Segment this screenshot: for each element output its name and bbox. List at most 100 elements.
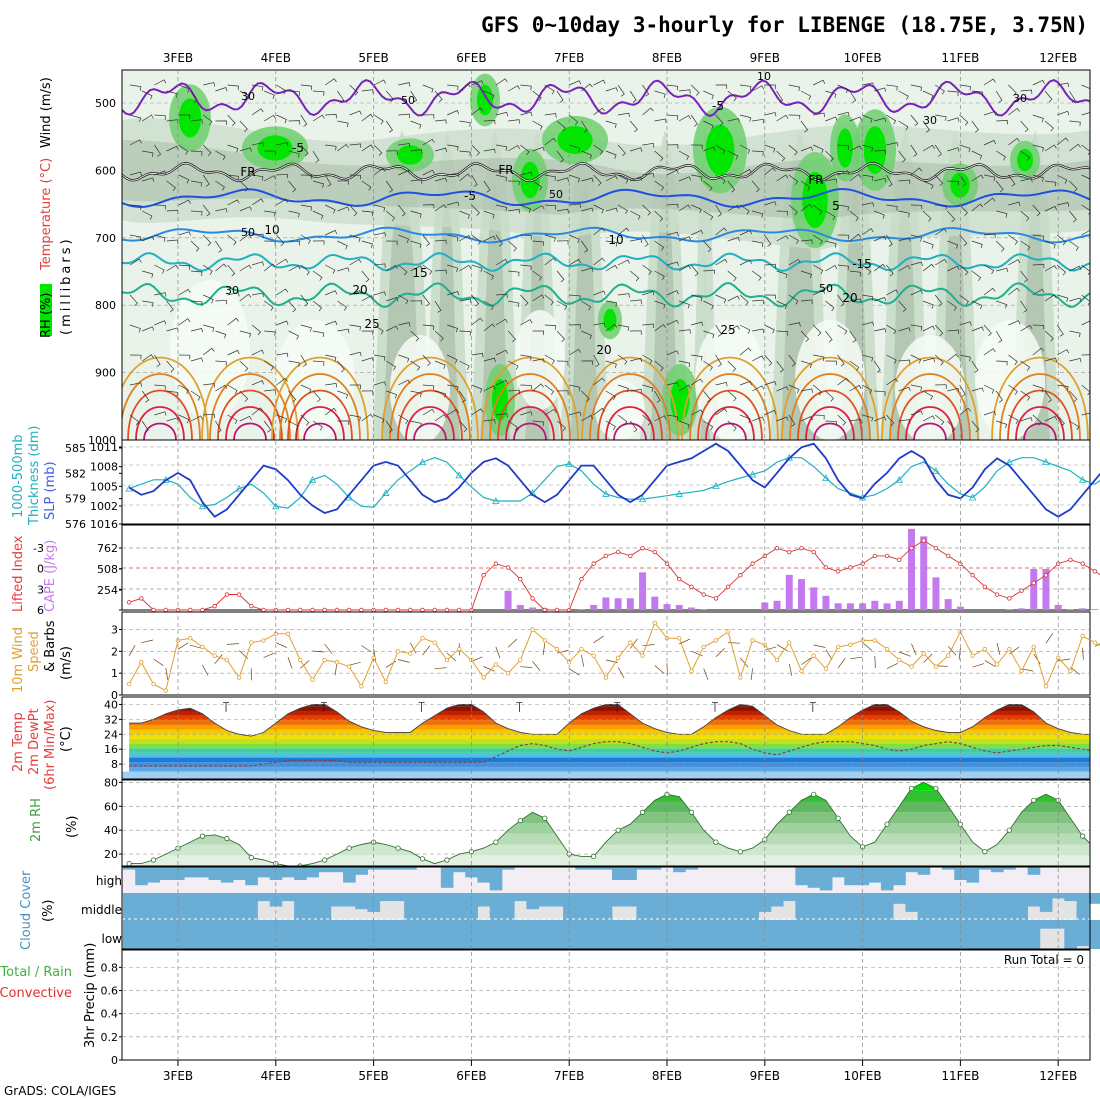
cloud-high-bar-7 — [208, 867, 222, 880]
upper-barb-19-2 — [361, 144, 374, 152]
upper-barb-62-5 — [886, 234, 893, 247]
cloud-low-bar-39 — [599, 920, 613, 949]
thickness-line-pt-21 — [382, 489, 390, 496]
upper-barb-10-2 — [251, 142, 264, 147]
upper-barb-11-0 — [264, 90, 275, 100]
upper-barb-65-9 — [922, 357, 936, 363]
warm-contour-5-2 — [597, 389, 663, 440]
date-bottom-9: 11FEB — [941, 1069, 979, 1083]
upper-barb-54-1 — [788, 114, 801, 120]
upper-barb-37-2 — [581, 150, 593, 160]
upper-barb-56-7 — [813, 289, 826, 296]
upper-barb-59-11 — [849, 419, 862, 424]
upper-barb-8-2 — [227, 144, 239, 153]
cloud-middle-bar-7 — [208, 893, 222, 920]
upper-barb-65-1 — [922, 120, 930, 133]
upper-barb-67-8 — [947, 329, 960, 335]
upper-barb-62-1 — [886, 114, 897, 125]
precip-tick-1: 0.6 — [101, 985, 119, 998]
upper-barb-18-9 — [349, 351, 362, 357]
upper-barb-17-9 — [337, 360, 345, 373]
upper-barb-49-1 — [727, 118, 740, 123]
upper-barb-63-7 — [898, 300, 907, 313]
upper-barb-55-9 — [800, 360, 812, 369]
upper-barb-76-7 — [1057, 294, 1069, 302]
warm-contour-7-4 — [813, 422, 847, 440]
cloud-high-bar-12 — [269, 867, 283, 880]
upper-barb-29-1 — [483, 120, 496, 125]
upper-barb-61-7 — [874, 297, 887, 302]
rh-saturated-blob-8 — [863, 126, 887, 174]
upper-barb-70-11 — [983, 410, 997, 416]
upper-barb-62-0 — [886, 84, 898, 91]
upper-barb-56-0 — [813, 79, 826, 86]
temp-band-3 — [129, 752, 1090, 758]
upper-barb-37-5 — [581, 240, 589, 253]
thickness-line-pt-30 — [492, 497, 500, 504]
lifted-index-line-pt-34 — [542, 607, 547, 613]
upper-barb-55-0 — [800, 90, 812, 100]
wind-barb-7 — [214, 654, 223, 665]
upper-barb-70-10 — [983, 384, 995, 394]
upper-barb-14-11 — [300, 414, 310, 426]
upper-barb-29-11 — [483, 419, 496, 424]
upper-barb-52-5 — [764, 234, 772, 247]
rh2m-panel-frame — [121, 779, 1091, 867]
upper-barb-60-3 — [861, 174, 874, 181]
cloud-middle-bar-6 — [196, 893, 209, 920]
upper-barb-59-4 — [849, 210, 859, 222]
rh-dry-patch-3 — [515, 310, 565, 410]
cloud-high-bar-14 — [294, 867, 307, 880]
upper-barb-29-6 — [483, 270, 494, 280]
upper-barb-26-1 — [447, 110, 460, 116]
upper-barb-1-7 — [142, 300, 154, 307]
cloud-high-bar-8 — [220, 867, 234, 883]
rh2m-line-pt-64 — [908, 785, 915, 791]
wind-barb-3 — [165, 667, 169, 680]
wind-speed-line-pt-75 — [1043, 684, 1049, 689]
wind-barb-24 — [422, 645, 431, 656]
cape-bar-67 — [944, 599, 952, 610]
upper-barb-46-10 — [691, 378, 703, 386]
cloud-high-bar-65 — [917, 867, 931, 875]
cloud-high-bar-62 — [880, 867, 894, 891]
upper-barb-25-9 — [434, 360, 446, 369]
temp-contour-label-0: -5 — [292, 141, 304, 155]
upper-barb-23-2 — [410, 149, 423, 154]
wind-speed-line-pt-37 — [579, 646, 584, 652]
rh2m-line-pt-42 — [639, 809, 646, 815]
upper-barb-55-11 — [800, 416, 814, 422]
lifted-index-line-pt-72 — [1007, 596, 1012, 601]
upper-barb-4-3 — [178, 174, 190, 184]
upper-barb-42-1 — [642, 107, 654, 116]
wind-speed-line-pt-58 — [835, 644, 841, 650]
upper-barb-27-8 — [459, 330, 471, 336]
upper-barb-69-6 — [971, 270, 982, 282]
cloud-low-bar-21 — [379, 920, 393, 949]
wind-speed-line-pt-11 — [261, 638, 266, 643]
upper-barb-27-7 — [459, 298, 472, 304]
rh2m-line-pt-34 — [542, 815, 548, 821]
temp-contour-label-6: -5 — [464, 189, 476, 203]
wind-speed-line-pt-61 — [872, 638, 878, 643]
upper-barb-40-5 — [617, 227, 630, 236]
temp-contour-label-8: 10 — [608, 233, 623, 247]
upper-barb-70-2 — [983, 139, 997, 146]
warm-contour-0-0 — [122, 356, 209, 440]
upper-barb-65-11 — [922, 415, 935, 422]
upper-barb-45-2 — [678, 150, 690, 160]
upper-barb-66-3 — [934, 174, 944, 187]
lifted-index-line-pt-77 — [1068, 557, 1073, 562]
upper-barb-14-3 — [300, 174, 313, 180]
upper-barb-60-11 — [861, 414, 874, 422]
lifted-index-line-pt-64 — [909, 545, 914, 551]
cloud-low-bar-45 — [673, 920, 686, 949]
upper-barb-18-11 — [349, 414, 361, 422]
upper-barb-38-5 — [593, 227, 605, 236]
thickness-label-2: Thickness (dm) — [27, 426, 42, 526]
upper-barb-8-4 — [227, 199, 240, 206]
thickness-line-pt-63 — [895, 475, 903, 483]
upper-barb-20-9 — [373, 354, 386, 361]
upper-barb-53-7 — [776, 300, 788, 310]
cape-bar-46 — [687, 607, 695, 610]
